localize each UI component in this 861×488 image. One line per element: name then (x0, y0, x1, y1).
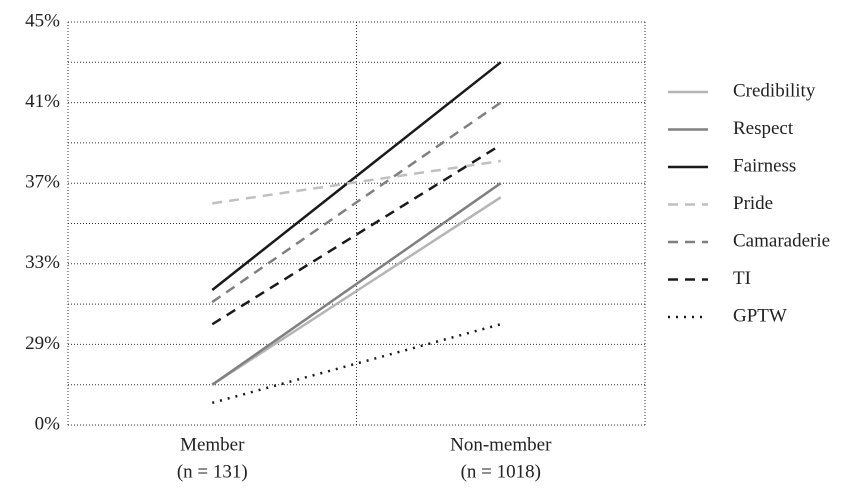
y-tick-label: 33% (25, 252, 60, 273)
x-tick-note: (n = 131) (177, 461, 248, 482)
x-tick-label: Non-member (450, 434, 552, 455)
y-tick-label: 29% (25, 333, 60, 354)
series-line (211, 101, 502, 304)
legend-label: Camaraderie (733, 230, 830, 251)
series-line (211, 182, 502, 386)
x-tick-label: Member (180, 434, 245, 455)
y-tick-label: 45% (25, 10, 60, 31)
y-tick-label: 37% (25, 172, 60, 193)
series-line (211, 196, 502, 386)
legend-label: GPTW (733, 305, 787, 326)
series-line (212, 159, 501, 205)
series-line (211, 61, 502, 291)
legend-label: Credibility (733, 80, 816, 101)
series-line (211, 143, 502, 326)
legend-label: Respect (733, 118, 794, 139)
y-tick-label: 0% (35, 413, 61, 434)
legend-label: TI (733, 268, 751, 289)
legend-label: Pride (733, 193, 773, 214)
legend-label: Fairness (733, 155, 796, 176)
x-tick-note: (n = 1018) (461, 461, 541, 482)
series-line (211, 323, 502, 405)
y-tick-label: 41% (25, 91, 60, 112)
